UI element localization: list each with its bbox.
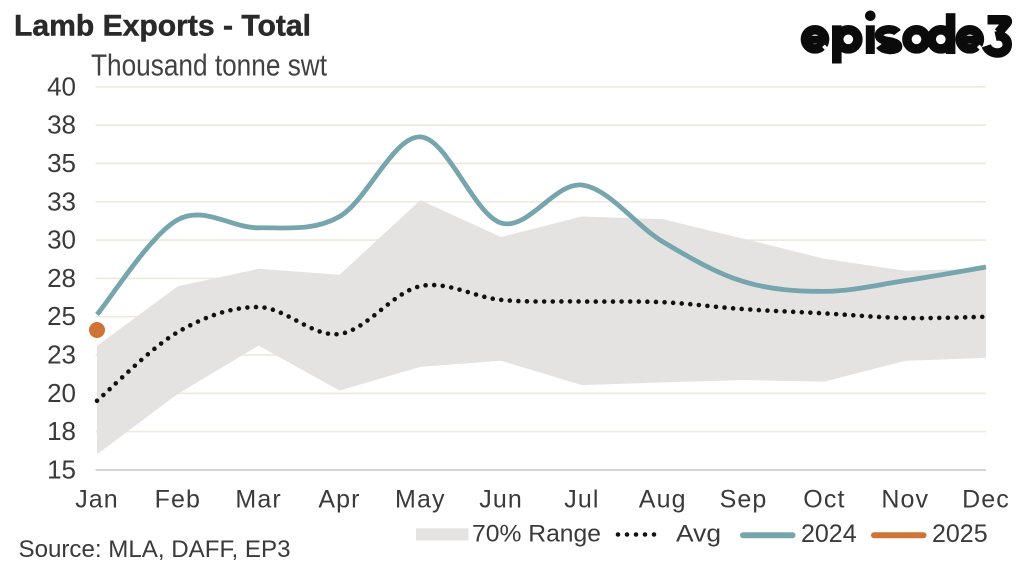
svg-text:Aug: Aug (639, 486, 687, 514)
svg-text:30: 30 (47, 225, 76, 255)
svg-text:70% Range: 70% Range (472, 521, 601, 548)
svg-text:15: 15 (47, 455, 76, 485)
svg-text:Avg: Avg (676, 521, 721, 548)
svg-text:38: 38 (47, 110, 76, 140)
svg-text:Apr: Apr (318, 486, 360, 514)
svg-text:Jul: Jul (564, 486, 599, 514)
svg-text:Jan: Jan (75, 486, 119, 514)
svg-text:18: 18 (47, 416, 76, 446)
svg-text:2025: 2025 (932, 520, 988, 548)
svg-text:25: 25 (47, 301, 76, 331)
svg-text:Sep: Sep (720, 486, 768, 514)
svg-text:Mar: Mar (235, 486, 281, 514)
svg-text:35: 35 (47, 148, 76, 178)
svg-text:40: 40 (47, 71, 76, 101)
svg-text:Nov: Nov (881, 486, 929, 514)
svg-text:2024: 2024 (801, 520, 857, 548)
svg-text:28: 28 (47, 263, 76, 293)
svg-text:Lamb Exports - Total: Lamb Exports - Total (14, 10, 311, 43)
svg-text:May: May (395, 486, 446, 514)
svg-text:23: 23 (47, 340, 76, 370)
svg-text:Oct: Oct (803, 486, 845, 514)
svg-text:20: 20 (47, 378, 76, 408)
svg-text:Source: MLA, DAFF, EP3: Source: MLA, DAFF, EP3 (19, 536, 291, 563)
svg-text:Feb: Feb (155, 486, 201, 514)
svg-text:Jun: Jun (479, 486, 523, 514)
svg-text:Thousand tonne swt: Thousand tonne swt (91, 48, 327, 83)
svg-text:33: 33 (47, 186, 76, 216)
svg-text:Dec: Dec (962, 486, 1010, 514)
